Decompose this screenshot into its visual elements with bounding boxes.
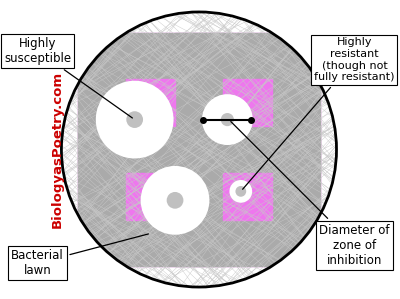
Circle shape: [202, 94, 253, 145]
Bar: [78, 126, 320, 173]
Bar: [78, 33, 320, 266]
Circle shape: [126, 111, 143, 128]
Circle shape: [62, 12, 336, 287]
Circle shape: [230, 180, 252, 203]
Bar: [223, 79, 272, 126]
Bar: [272, 33, 320, 266]
Circle shape: [221, 113, 234, 126]
Bar: [78, 33, 320, 79]
Text: Diameter of
zone of
inhibition: Diameter of zone of inhibition: [231, 122, 390, 267]
Circle shape: [167, 192, 184, 209]
Bar: [223, 173, 272, 220]
Text: BiologyasPoetry.com: BiologyasPoetry.com: [50, 71, 64, 228]
Bar: [78, 220, 320, 266]
Bar: [126, 79, 175, 126]
Circle shape: [236, 186, 246, 197]
Bar: [175, 33, 223, 266]
Bar: [78, 33, 126, 266]
Text: Highly
susceptible: Highly susceptible: [4, 37, 132, 118]
Circle shape: [141, 166, 210, 235]
Text: Highly
resistant
(though not
fully resistant): Highly resistant (though not fully resis…: [243, 37, 395, 189]
Bar: [126, 173, 175, 220]
Text: Bacterial
lawn: Bacterial lawn: [11, 234, 148, 277]
Circle shape: [96, 81, 174, 158]
